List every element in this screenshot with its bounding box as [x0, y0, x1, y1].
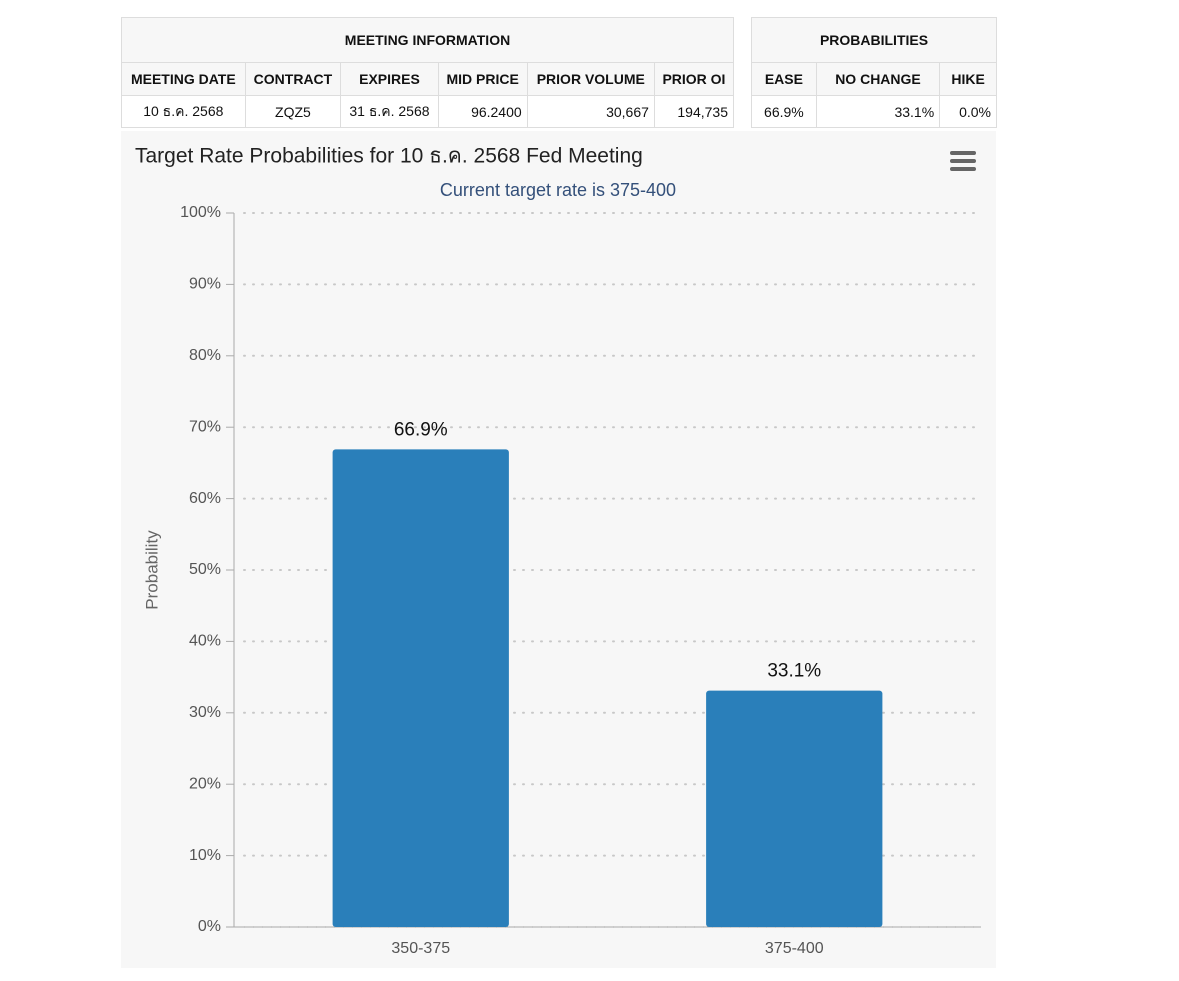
cell: 33.1% [815, 95, 941, 128]
column-header: EXPIRES [340, 62, 439, 96]
data-row: 10 ธ.ค. 2568 ZQZ5 31 ธ.ค. 2568 96.2400 30,66… [121, 95, 735, 128]
table-title: MEETING INFORMATION [121, 17, 734, 63]
column-header: MEETING DATE [121, 62, 246, 96]
column-header: PRIOR VOLUME [526, 62, 655, 96]
cell: 66.9% [751, 95, 817, 128]
y-tick-label: 90% [189, 276, 221, 293]
bar [332, 449, 509, 927]
y-tick-label: 60% [189, 490, 221, 507]
cell: ZQZ5 [244, 95, 342, 128]
header-row: MEETING DATE CONTRACT EXPIRES MID PRICE PRIO… [121, 62, 735, 96]
value-label: 33.1% [767, 661, 821, 682]
column-header: PRIOR OI [653, 62, 735, 96]
menu-icon[interactable] [950, 151, 976, 171]
y-tick-label: 100% [180, 204, 221, 221]
y-tick-label: 0% [198, 918, 221, 935]
y-tick-label: 20% [189, 775, 221, 792]
cell: 10 ธ.ค. 2568 [121, 95, 246, 128]
column-header: MID PRICE [437, 62, 528, 96]
y-tick-label: 30% [189, 704, 221, 721]
y-axis-label: Probability [142, 530, 161, 610]
data-row: 66.9% 33.1% 0.0% [751, 95, 997, 128]
chart-title: Target Rate Probabilities for 10 ธ.ค. 25… [135, 145, 643, 168]
cell: 0.0% [939, 95, 997, 128]
cell: 96.2400 [437, 95, 528, 128]
table-title: PROBABILITIES [751, 17, 997, 63]
probabilities-table: PROBABILITIES EASE NO CHANGE HIKE 66.9% 33.1%… [751, 17, 997, 128]
cell: 194,735 [653, 95, 735, 128]
y-tick-label: 70% [189, 418, 221, 435]
value-label: 66.9% [394, 419, 448, 440]
menu-bar [950, 167, 976, 171]
y-tick-label: 80% [189, 347, 221, 364]
header-row: EASE NO CHANGE HIKE [751, 62, 997, 96]
chart-subtitle: Current target rate is 375-400 [440, 180, 676, 200]
bar [706, 690, 883, 927]
y-tick-label: 40% [189, 633, 221, 650]
y-tick-label: 10% [189, 847, 221, 864]
meeting-table: MEETING INFORMATION MEETING DATE CONTRACT E… [121, 17, 735, 128]
menu-bar [950, 151, 976, 155]
x-tick-label: 375-400 [765, 940, 824, 957]
column-header: NO CHANGE [815, 62, 941, 96]
y-tick-label: 50% [189, 561, 221, 578]
x-tick-label: 350-375 [391, 940, 450, 957]
cell: 30,667 [526, 95, 655, 128]
menu-bar [950, 159, 976, 163]
cell: 31 ธ.ค. 2568 [340, 95, 439, 128]
title-row: MEETING INFORMATION [121, 17, 734, 63]
column-header: EASE [751, 62, 817, 96]
title-row: PROBABILITIES [751, 17, 997, 63]
